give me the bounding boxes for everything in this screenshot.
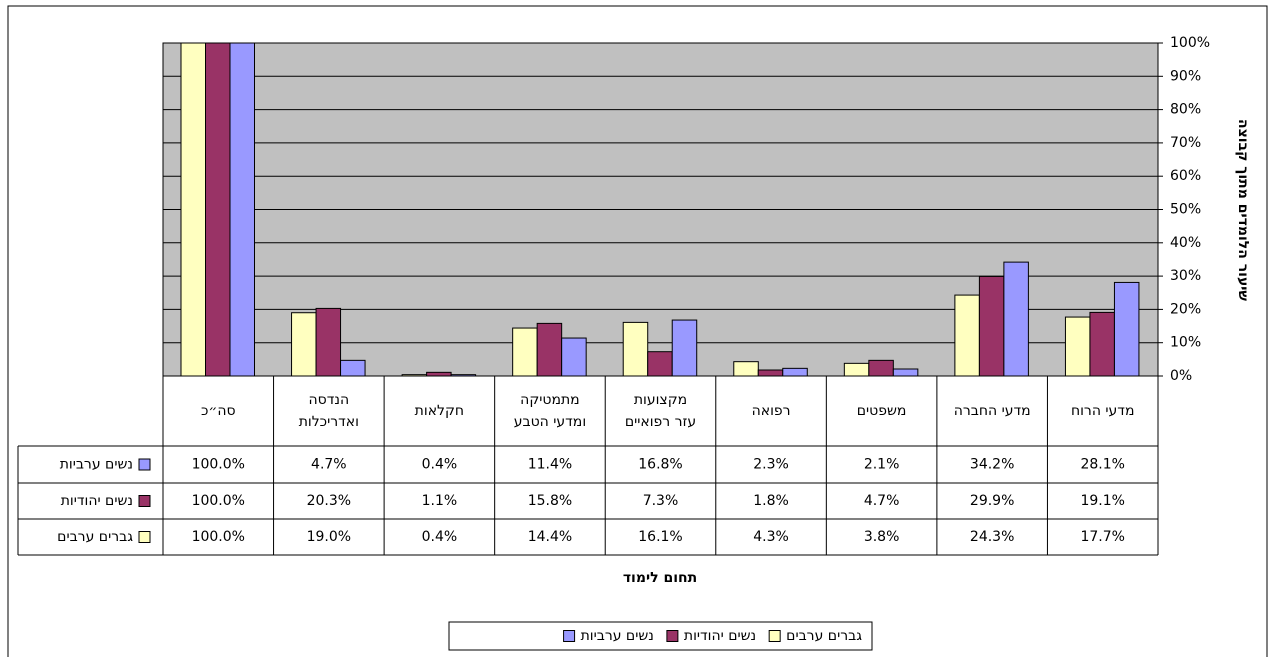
y-tick-label: 90% bbox=[1170, 68, 1201, 84]
bar bbox=[315, 307, 342, 377]
bar bbox=[205, 42, 231, 377]
category-label: הנדסה bbox=[309, 392, 350, 408]
table-value: 15.8% bbox=[528, 493, 572, 509]
y-tick-label: 70% bbox=[1170, 135, 1201, 151]
table-value: 14.4% bbox=[528, 529, 572, 545]
table-value: 2.1% bbox=[864, 457, 900, 473]
y-tick-label: 80% bbox=[1170, 102, 1201, 118]
category-label: חקלאות bbox=[415, 403, 464, 419]
table-value: 100.0% bbox=[192, 457, 245, 473]
legend-key bbox=[563, 630, 576, 642]
table-value: 16.8% bbox=[638, 457, 682, 473]
bar bbox=[1113, 281, 1140, 377]
table-value: 19.1% bbox=[1080, 493, 1124, 509]
table-value: 1.1% bbox=[422, 493, 458, 509]
category-label: מדעי החברה bbox=[954, 403, 1031, 419]
table-legend-key bbox=[138, 531, 151, 543]
bar bbox=[622, 321, 649, 377]
table-value: 7.3% bbox=[643, 493, 679, 509]
bar bbox=[512, 327, 538, 377]
table-value: 3.8% bbox=[864, 529, 900, 545]
y-tick-label: 30% bbox=[1170, 268, 1201, 284]
bar bbox=[561, 337, 587, 377]
category-label: ומדעי הטבע bbox=[514, 414, 586, 430]
table-value: 20.3% bbox=[307, 493, 351, 509]
y-tick-label: 40% bbox=[1170, 235, 1201, 251]
category-label: עזר רפואיים bbox=[625, 414, 696, 430]
x-axis-title: תחום לימוד bbox=[623, 570, 697, 586]
category-label: רפואה bbox=[752, 403, 791, 419]
table-value: 19.0% bbox=[307, 529, 351, 545]
table-value: 100.0% bbox=[192, 493, 245, 509]
legend-label: נשים ערביות bbox=[581, 628, 654, 644]
category-label: ואדריכלות bbox=[299, 414, 359, 430]
table-value: 4.3% bbox=[753, 529, 789, 545]
y-tick-label: 50% bbox=[1170, 202, 1201, 218]
table-row-label: נשים יהודיות bbox=[61, 493, 133, 509]
category-label: מתמטיקה bbox=[520, 392, 580, 408]
table-value: 34.2% bbox=[970, 457, 1014, 473]
bar bbox=[843, 362, 870, 377]
bar bbox=[757, 369, 784, 377]
table-value: 0.4% bbox=[422, 457, 458, 473]
bar bbox=[340, 359, 366, 377]
category-label: מדעי הרוח bbox=[1071, 403, 1135, 419]
category-label: סה״כ bbox=[201, 403, 236, 419]
category-label: משפטים bbox=[857, 403, 907, 419]
bar bbox=[647, 351, 673, 377]
table-value: 100.0% bbox=[192, 529, 245, 545]
y-tick-label: 20% bbox=[1170, 301, 1201, 317]
legend-key bbox=[768, 630, 781, 642]
table-value: 17.7% bbox=[1080, 529, 1124, 545]
bar bbox=[954, 294, 980, 377]
table-value: 0.4% bbox=[422, 529, 458, 545]
bar bbox=[426, 371, 452, 377]
legend-label: גברים ערבים bbox=[786, 628, 862, 644]
table-row-label: נשים ערביות bbox=[60, 457, 133, 473]
bar bbox=[868, 359, 894, 377]
table-value: 16.1% bbox=[638, 529, 682, 545]
bar bbox=[536, 322, 563, 377]
y-tick-label: 0% bbox=[1170, 368, 1192, 384]
bar bbox=[733, 361, 759, 377]
bar bbox=[229, 42, 255, 377]
table-value: 4.7% bbox=[864, 493, 900, 509]
bar bbox=[291, 312, 317, 377]
bar bbox=[1003, 261, 1029, 377]
bar bbox=[1089, 311, 1115, 377]
legend-box bbox=[448, 621, 873, 651]
table-legend-key bbox=[138, 495, 151, 507]
y-tick-label: 10% bbox=[1170, 335, 1201, 351]
table-row-label: גברים ערבים bbox=[57, 529, 133, 545]
category-label: מקצועות bbox=[634, 392, 687, 408]
bar bbox=[1064, 316, 1091, 377]
legend-key bbox=[666, 630, 679, 642]
y-tick-label: 60% bbox=[1170, 168, 1201, 184]
table-value: 29.9% bbox=[970, 493, 1014, 509]
table-value: 2.3% bbox=[753, 457, 789, 473]
bar bbox=[892, 368, 919, 377]
bar bbox=[671, 319, 698, 377]
table-value: 24.3% bbox=[970, 529, 1014, 545]
table-legend-key bbox=[138, 458, 151, 471]
bar bbox=[978, 275, 1005, 377]
table-value: 1.8% bbox=[753, 493, 789, 509]
y-tick-label: 100% bbox=[1170, 35, 1210, 51]
y-axis-title: שיעור הלומדים מתוך קבוצה bbox=[1235, 119, 1251, 301]
table-value: 28.1% bbox=[1080, 457, 1124, 473]
bar bbox=[782, 367, 808, 377]
table-value: 11.4% bbox=[528, 457, 572, 473]
legend-label: נשים יהודיות bbox=[684, 628, 756, 644]
bar bbox=[180, 42, 206, 377]
table-value: 4.7% bbox=[311, 457, 347, 473]
